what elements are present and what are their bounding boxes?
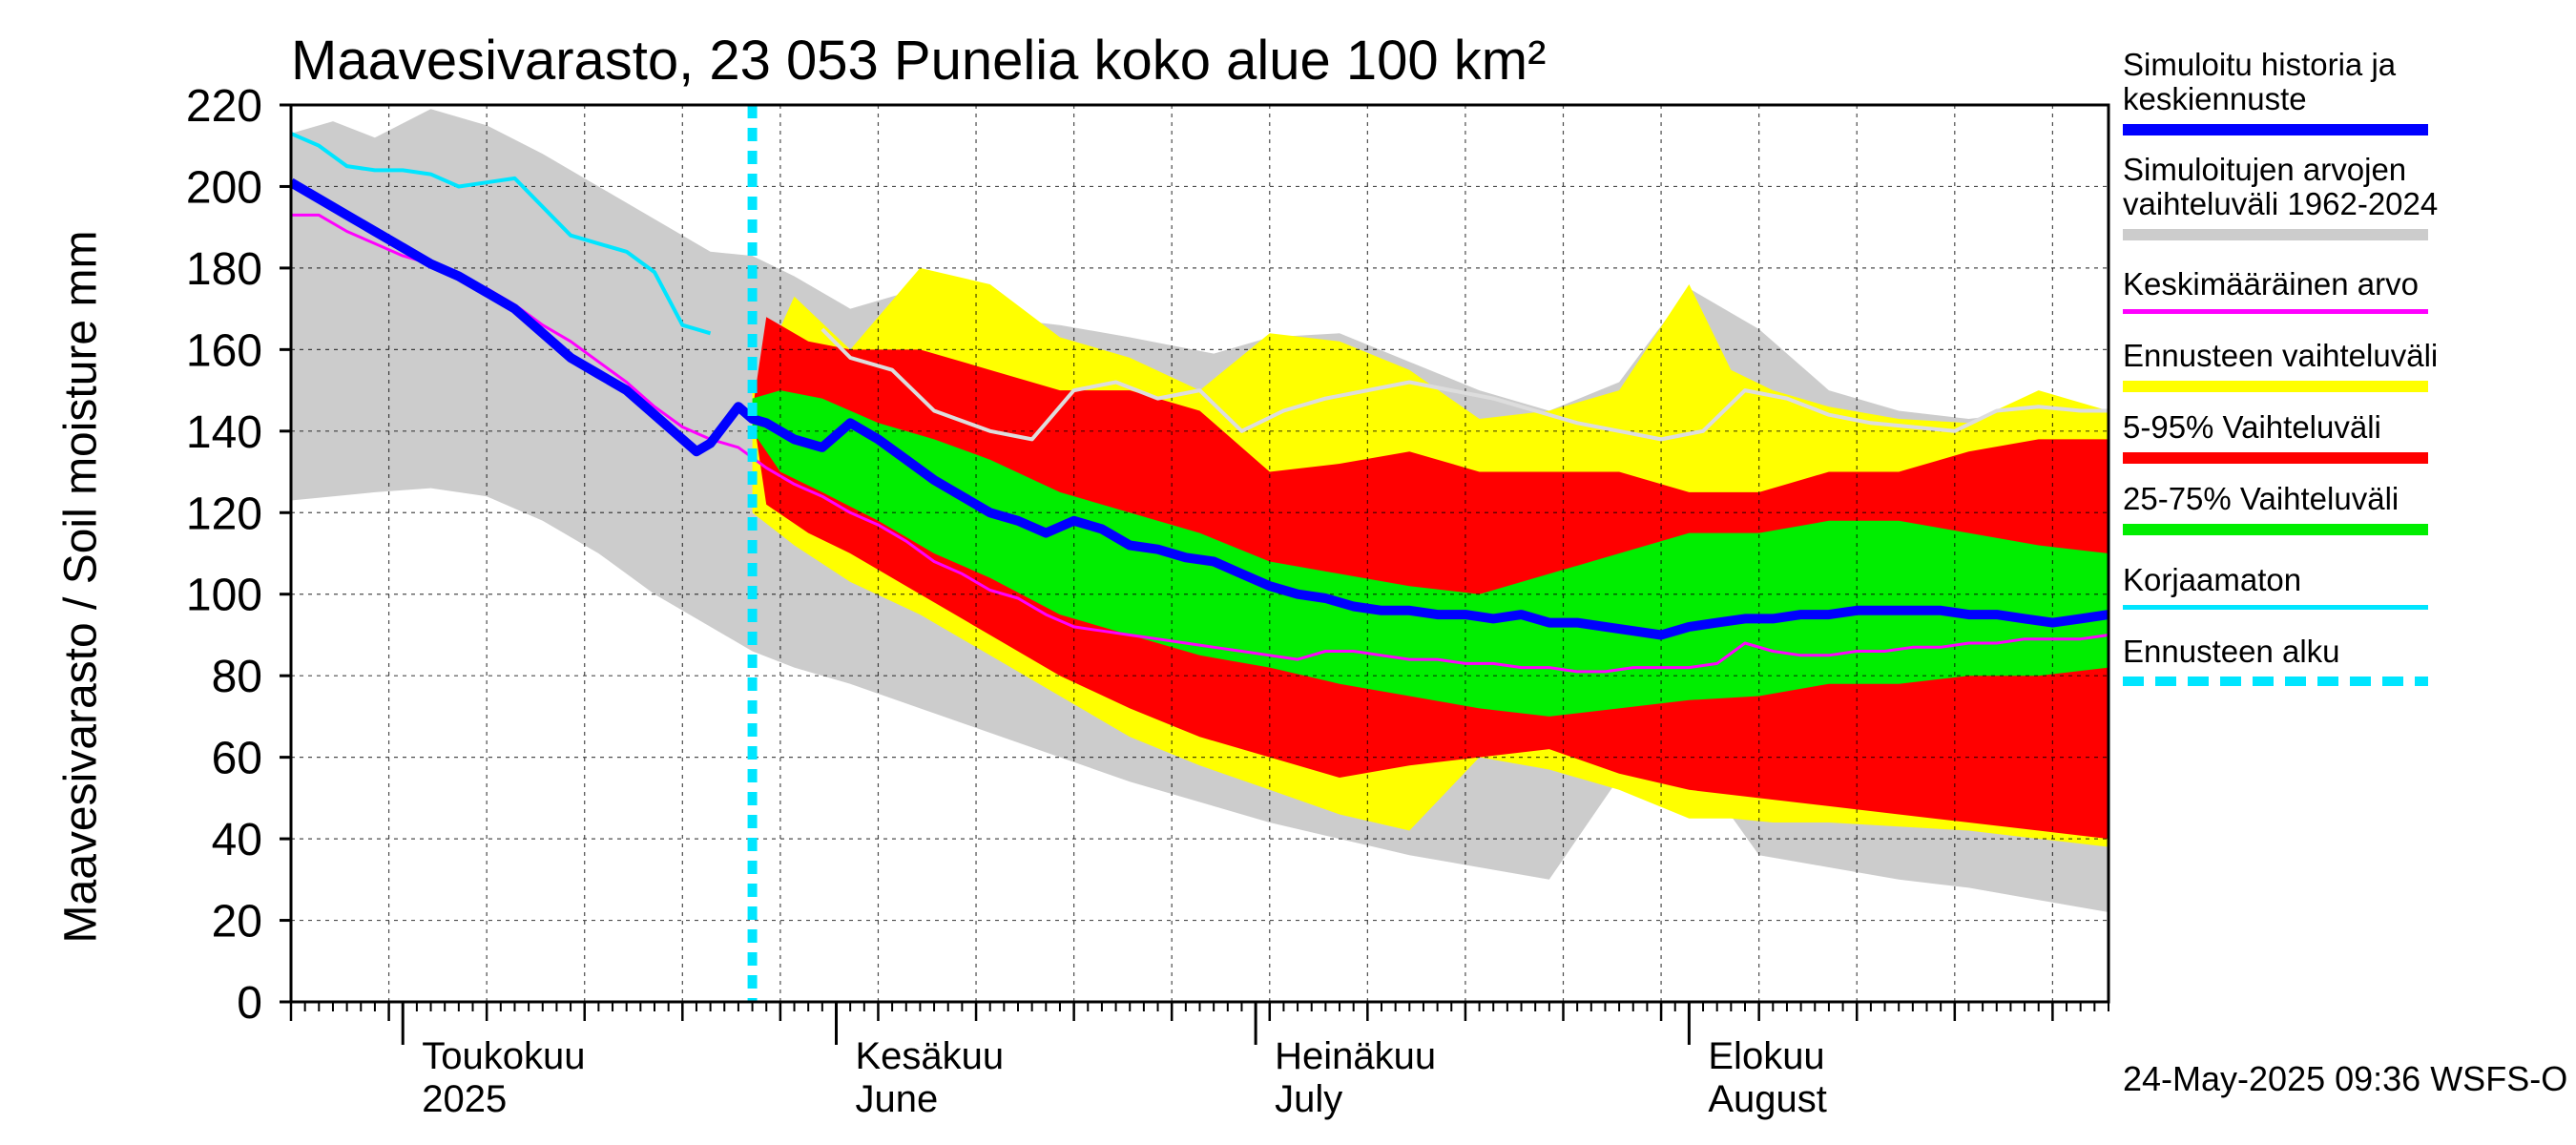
y-tick-label: 40 — [212, 815, 262, 865]
legend-label: Simuloitujen arvojen vaihteluväli 1962-2… — [2123, 152, 2439, 221]
y-tick-label: 200 — [186, 162, 262, 213]
legend-label: Ennusteen alku — [2123, 634, 2340, 669]
legend-label: Keskimääräinen arvo — [2123, 266, 2419, 302]
legend-swatch — [2123, 309, 2428, 314]
legend-item-5-95: 5-95% Vaihteluväli — [2123, 410, 2428, 464]
legend-label: 5-95% Vaihteluväli — [2123, 409, 2381, 445]
series-line — [290, 132, 712, 336]
band-ff0000 — [752, 317, 2109, 840]
legend-item-forecast-range: Ennusteen vaihteluväli — [2123, 339, 2438, 392]
month-label-en: 2025 — [422, 1078, 507, 1120]
legend-label: Simuloitu historia ja keskiennuste — [2123, 47, 2397, 116]
band-00ee00 — [752, 390, 2109, 717]
y-tick-label: 0 — [237, 978, 262, 1029]
legend-swatch — [2123, 452, 2428, 464]
legend-swatch — [2123, 677, 2428, 686]
legend-item-forecast-start: Ennusteen alku — [2123, 635, 2428, 686]
month-label-en: July — [1275, 1078, 1342, 1120]
y-tick-label: 100 — [186, 571, 262, 621]
legend-item-mean: Keskimääräinen arvo — [2123, 267, 2428, 314]
month-label-fi: Elokuu — [1708, 1035, 1824, 1077]
timestamp-footer: 24-May-2025 09:36 WSFS-O — [2123, 1059, 2568, 1098]
y-tick-label: 120 — [186, 489, 262, 539]
y-tick-label: 20 — [212, 897, 262, 947]
series-line — [288, 177, 2109, 640]
y-tick-label: 180 — [186, 244, 262, 295]
legend-label: Korjaamaton — [2123, 562, 2302, 597]
legend-swatch — [2123, 605, 2428, 610]
chart-title: Maavesivarasto, 23 053 Punelia koko alue… — [291, 30, 1547, 92]
legend-item-25-75: 25-75% Vaihteluväli — [2123, 482, 2428, 535]
month-label-en: June — [856, 1078, 939, 1120]
legend-item-range: Simuloitujen arvojen vaihteluväli 1962-2… — [2123, 153, 2438, 240]
legend-item-uncorrected: Korjaamaton — [2123, 563, 2428, 610]
month-label-en: August — [1708, 1078, 1827, 1120]
y-tick-label: 60 — [212, 734, 262, 784]
month-label-fi: Heinäkuu — [1275, 1035, 1436, 1077]
y-tick-label: 220 — [186, 81, 262, 132]
y-tick-label: 160 — [186, 325, 262, 376]
legend-swatch — [2123, 229, 2428, 240]
series-line — [291, 213, 2109, 674]
legend-label: 25-75% Vaihteluväli — [2123, 481, 2399, 516]
legend-swatch — [2123, 381, 2428, 392]
month-label-fi: Kesäkuu — [856, 1035, 1005, 1077]
series-line — [821, 327, 2109, 442]
y-tick-label: 80 — [212, 652, 262, 702]
legend-swatch — [2123, 524, 2428, 535]
month-label-fi: Toukokuu — [422, 1035, 585, 1077]
legend-item-history: Simuloitu historia ja keskiennuste — [2123, 48, 2428, 135]
legend-swatch — [2123, 124, 2428, 135]
legend-label: Ennusteen vaihteluväli — [2123, 338, 2439, 373]
y-tick-label: 140 — [186, 407, 262, 458]
